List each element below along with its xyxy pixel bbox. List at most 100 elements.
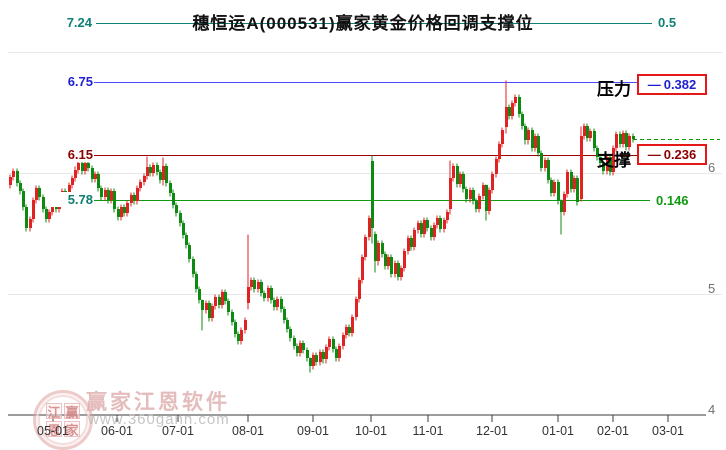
candle-body [182, 223, 185, 235]
candle-body [628, 136, 631, 147]
candle-body [113, 191, 116, 209]
candle-body [240, 330, 243, 341]
x-axis-label: 01-01 [542, 424, 574, 438]
candle-body [156, 165, 159, 172]
candle-body [322, 352, 325, 359]
chart-title: 穗恒运А(000531)赢家黄金价格回调支撑位 [192, 14, 534, 33]
candle-body [25, 207, 28, 228]
candle-body [234, 322, 237, 334]
candle-body [169, 183, 172, 193]
candle-body [338, 346, 341, 358]
candle-body [87, 163, 90, 168]
candle-body [35, 188, 38, 200]
candle-body [84, 163, 87, 171]
candle-body [400, 268, 403, 277]
x-axis-label: 05-01 [37, 424, 69, 438]
candle-body [257, 282, 260, 289]
candle-body [110, 191, 113, 200]
candle-body [332, 339, 335, 349]
pressure-ratio-badge: — 0.382 [637, 74, 707, 95]
candle-body [449, 178, 452, 209]
support-price-label: 6.15 [50, 147, 94, 162]
candle-body [19, 183, 22, 191]
candle-body [107, 190, 110, 200]
candle-body [478, 196, 481, 209]
candle-body [139, 182, 142, 188]
candle-body [397, 263, 400, 277]
candle-body [276, 299, 279, 307]
x-axis-label: 12-01 [476, 424, 508, 438]
candle-body [501, 130, 504, 144]
lower-price-label: 5.78 [50, 192, 94, 207]
candle-body [81, 163, 84, 171]
candle-body [45, 209, 48, 219]
candle-body [488, 190, 491, 211]
candle-body [557, 182, 560, 201]
candle-body [387, 257, 390, 266]
candle-body [443, 220, 446, 229]
candle-body [335, 349, 338, 358]
x-axis-label: 11-01 [412, 424, 444, 438]
candle-body [149, 167, 152, 173]
x-axis-label: 03-01 [652, 424, 684, 438]
candle-body [446, 212, 449, 220]
y-axis-label: 5 [708, 280, 716, 296]
candle-body [48, 212, 51, 219]
candle-body [143, 176, 146, 182]
candle-body [211, 306, 214, 318]
candle-body [68, 185, 71, 197]
candle-body [136, 188, 139, 201]
candle-body [306, 350, 309, 358]
candle-body [527, 130, 530, 140]
candle-body [299, 343, 302, 353]
candle-body [100, 188, 103, 197]
candle-body [426, 220, 429, 228]
candle-body [159, 172, 162, 180]
candle-body [508, 107, 511, 116]
support-ratio-value: 0.236 [663, 147, 697, 162]
top-level-price-label: 7.24 [52, 15, 92, 30]
candle-body [390, 257, 393, 274]
watermark-logo: 江 赢 恩 家 [33, 390, 93, 450]
candle-body [531, 130, 534, 148]
candle-body [521, 114, 524, 126]
candle-body [619, 134, 622, 144]
candle-body [253, 280, 256, 289]
candle-body [319, 352, 322, 362]
candle-body [622, 133, 625, 144]
candle-body [312, 355, 315, 366]
candle-body [192, 259, 195, 274]
candle-body [42, 197, 45, 209]
candle-body [482, 185, 485, 196]
candle-body [462, 174, 465, 189]
candle-body [117, 209, 120, 217]
candle-body [589, 131, 592, 138]
candle-body [514, 97, 517, 103]
candle-body [120, 207, 123, 217]
candle-body [286, 320, 289, 329]
candle-body [364, 237, 367, 257]
candle-body [130, 195, 133, 203]
top-level-ratio-label: 0.5 [658, 15, 677, 30]
candle-body [97, 174, 100, 188]
candle-body [485, 185, 488, 211]
candle-body [586, 126, 589, 138]
candle-body [374, 234, 377, 261]
candle-body [524, 126, 527, 140]
x-axis-label: 02-01 [597, 424, 629, 438]
candle-body [198, 289, 201, 300]
logo-char: 恩 [46, 421, 62, 438]
candle-body [205, 303, 208, 310]
candle-body [540, 153, 543, 168]
candle-body [439, 218, 442, 229]
candle-body [599, 157, 602, 163]
candle-body [615, 134, 618, 148]
candle-body [602, 163, 605, 171]
candle-body [104, 190, 107, 197]
candle-body [518, 97, 521, 114]
candle-body [29, 219, 32, 228]
candle-body [550, 180, 553, 193]
candle-body [377, 243, 380, 261]
